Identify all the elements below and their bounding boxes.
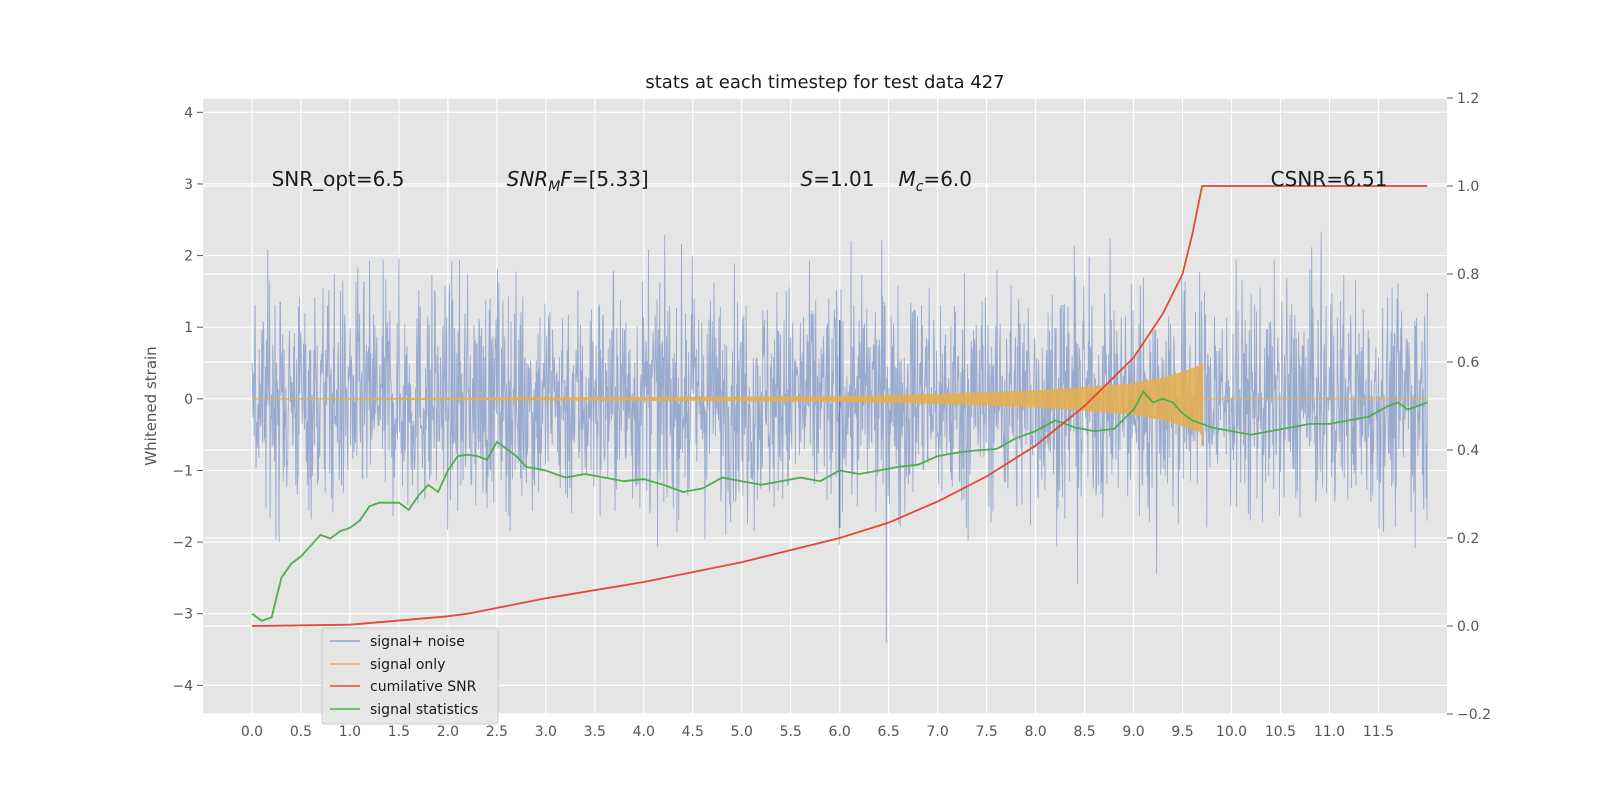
annotation-mc-value: 6.0 [940,167,972,191]
annotation-snr-mf: SNRMF=[5.33] [507,167,649,195]
annotation-s: S=1.01 [801,167,875,191]
x-tick-label: 6.5 [878,724,900,740]
series-signal-statistics [251,390,1428,622]
y2-tick-label: 1.0 [1457,179,1479,195]
x-tick-label: 7.5 [975,724,997,740]
y-tick-label: −1 [172,463,193,479]
x-tick-label: 8.0 [1024,724,1046,740]
x-tick-label: 5.5 [780,724,802,740]
x-tick-label: 3.0 [535,724,557,740]
x-tick-label: 10.5 [1265,724,1296,740]
legend-box [321,627,499,725]
x-tick-label: 9.5 [1171,724,1193,740]
x-tick-label: 0.0 [241,724,263,740]
y2-tick-label: 0.8 [1457,267,1479,283]
y2-tick-label: 1.2 [1457,91,1479,107]
series-signal-only [251,364,1428,446]
y2-tick-label: 0.2 [1457,531,1479,547]
x-tick-label: 8.5 [1073,724,1095,740]
x-tick-label: 4.5 [682,724,704,740]
x-tick-label: 11.0 [1314,724,1345,740]
x-tick-label: 6.0 [829,724,851,740]
annotation-snr-mf-value: [5.33] [589,167,649,191]
annotation-s-value: 1.01 [830,167,875,191]
x-tick-label: 2.0 [437,724,459,740]
x-tick-label: 4.0 [633,724,655,740]
y-axis-left: 4 3 2 1 0 −1 −2 −3 −4 [172,105,203,694]
y2-tick-label: 0.0 [1457,619,1479,635]
y2-tick-label: 0.4 [1457,443,1479,459]
x-tick-label: 3.5 [584,724,606,740]
annotations: SNR_opt=6.5 SNRMF=[5.33] S=1.01 Mc=6.0 C… [272,167,1388,195]
y-tick-label: 4 [184,105,193,121]
x-tick-label: 10.0 [1216,724,1247,740]
y-tick-label: 0 [184,392,193,408]
annotation-snr-opt: SNR_opt=6.5 [272,167,405,191]
annotation-mc: Mc=6.0 [898,167,972,195]
y-axis-label: Whitened strain [142,346,160,465]
x-tick-label: 7.0 [927,724,949,740]
series-cumilative-snr [251,185,1428,627]
x-tick-label: 2.5 [486,724,508,740]
chart-title: stats at each timestep for test data 427 [645,72,1004,93]
signal-statistics-line [251,390,1428,622]
x-tick-label: 9.0 [1122,724,1144,740]
annotation-csnr: CSNR=6.51 [1271,167,1388,191]
cumilative-snr-line [251,185,1428,627]
y2-tick-label: −0.2 [1457,707,1491,723]
y-tick-label: 1 [184,320,193,336]
y2-tick-label: 0.6 [1457,355,1479,371]
legend: signal+ noise signal only cumilative SNR… [321,627,499,725]
y-tick-label: 2 [184,249,193,265]
y-axis-right: 1.2 1.0 0.8 0.6 0.4 0.2 0.0 −0.2 [1447,91,1491,723]
y-tick-label: −4 [172,678,193,694]
legend-label-cumilative-snr: cumilative SNR [370,679,477,695]
legend-label-signal-statistics: signal statistics [370,702,478,718]
y-tick-label: −2 [172,535,193,551]
legend-label-signal-only: signal only [370,657,445,673]
y-tick-label: −3 [172,607,193,623]
y-tick-label: 3 [184,177,193,193]
x-axis: 0.0 0.5 1.0 1.5 2.0 2.5 3.0 3.5 4.0 4.5 5.0 5.5 6.0 6… [241,724,1394,740]
x-tick-label: 5.0 [731,724,753,740]
x-tick-label: 11.5 [1363,724,1394,740]
x-tick-label: 0.5 [290,724,312,740]
x-tick-label: 1.0 [339,724,361,740]
series-signal-noise [251,231,1428,643]
legend-label-signal-noise: signal+ noise [370,634,465,650]
x-tick-label: 1.5 [388,724,410,740]
